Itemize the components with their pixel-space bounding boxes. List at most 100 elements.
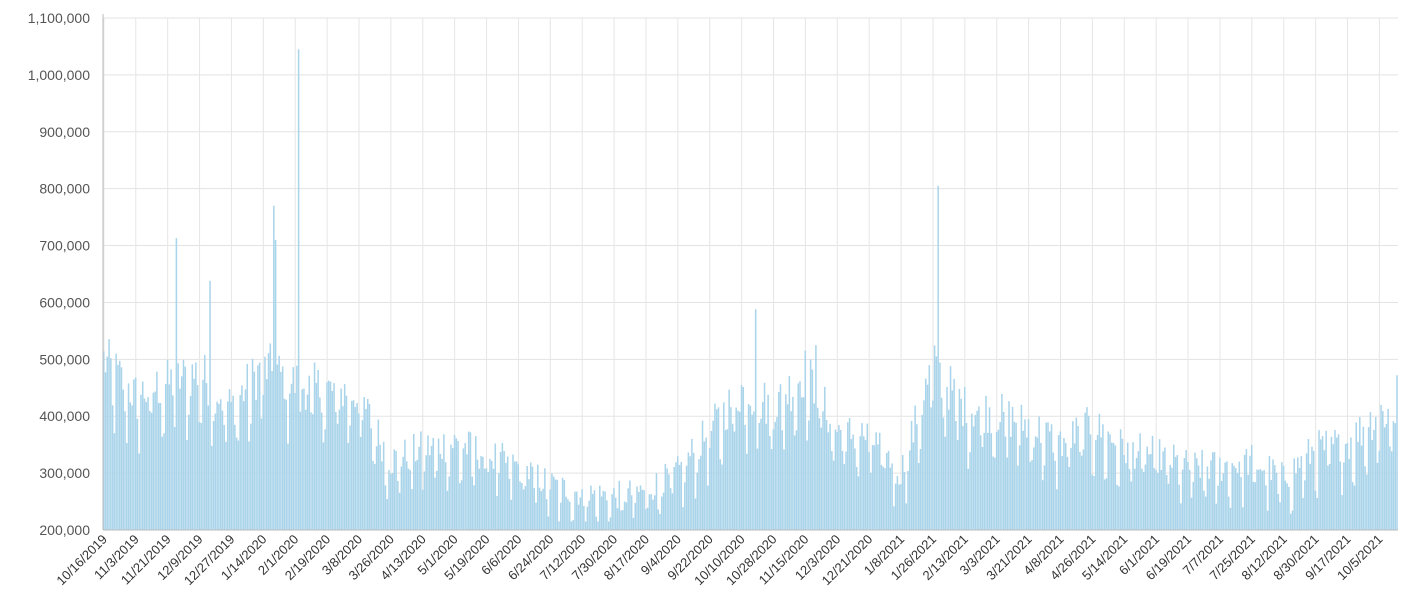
bar[interactable]	[946, 386, 948, 530]
bar[interactable]	[662, 492, 665, 530]
bar[interactable]	[1323, 450, 1326, 530]
bar[interactable]	[893, 506, 895, 530]
bar[interactable]	[1382, 411, 1384, 530]
bar[interactable]	[1119, 429, 1122, 530]
bar[interactable]	[471, 476, 473, 530]
bar[interactable]	[287, 443, 289, 530]
bar[interactable]	[1394, 423, 1396, 530]
bar[interactable]	[172, 395, 174, 530]
bar[interactable]	[758, 423, 760, 530]
bar[interactable]	[657, 509, 660, 530]
bar[interactable]	[147, 397, 149, 530]
bar[interactable]	[1236, 473, 1239, 530]
bar[interactable]	[512, 454, 514, 530]
bar[interactable]	[1125, 463, 1127, 530]
bar[interactable]	[664, 463, 667, 530]
bar[interactable]	[769, 435, 771, 530]
bar[interactable]	[1173, 444, 1175, 530]
bar[interactable]	[260, 418, 263, 530]
bar[interactable]	[104, 372, 107, 530]
bar[interactable]	[1096, 435, 1099, 530]
bar[interactable]	[1281, 462, 1283, 530]
bar[interactable]	[278, 355, 280, 530]
bar[interactable]	[551, 473, 553, 530]
bar[interactable]	[923, 400, 925, 530]
bar[interactable]	[528, 479, 530, 530]
bar[interactable]	[1226, 461, 1228, 530]
bar[interactable]	[602, 490, 605, 530]
bar[interactable]	[1250, 444, 1253, 530]
bar[interactable]	[1054, 460, 1056, 530]
bar[interactable]	[358, 413, 360, 530]
bar[interactable]	[542, 488, 544, 530]
bar[interactable]	[414, 461, 417, 530]
bar[interactable]	[614, 497, 617, 530]
bar[interactable]	[235, 437, 238, 531]
bar[interactable]	[591, 493, 594, 530]
bar[interactable]	[597, 521, 599, 530]
bar[interactable]	[916, 424, 918, 530]
bar[interactable]	[450, 444, 452, 530]
bar[interactable]	[189, 396, 192, 530]
bar[interactable]	[294, 392, 296, 530]
bar[interactable]	[673, 466, 675, 530]
bar[interactable]	[698, 459, 700, 530]
bar[interactable]	[891, 463, 893, 530]
bar[interactable]	[684, 482, 686, 530]
bar[interactable]	[1240, 477, 1242, 530]
bar[interactable]	[903, 472, 906, 530]
bar[interactable]	[549, 489, 551, 530]
bar[interactable]	[211, 445, 213, 530]
bar[interactable]	[921, 414, 923, 530]
bar[interactable]	[1126, 442, 1129, 530]
bar[interactable]	[1040, 442, 1042, 530]
bar[interactable]	[537, 464, 539, 530]
bar[interactable]	[1215, 503, 1218, 530]
bar[interactable]	[239, 395, 241, 530]
bar[interactable]	[451, 448, 454, 530]
bar[interactable]	[232, 395, 234, 530]
bar[interactable]	[877, 444, 879, 530]
bar[interactable]	[886, 452, 888, 530]
bar[interactable]	[521, 483, 523, 530]
bar[interactable]	[349, 425, 351, 530]
bar[interactable]	[462, 448, 465, 530]
bar[interactable]	[149, 411, 151, 530]
bar[interactable]	[476, 459, 479, 530]
bar[interactable]	[1229, 507, 1232, 530]
bar[interactable]	[389, 473, 392, 530]
bar[interactable]	[200, 422, 202, 530]
bar[interactable]	[120, 367, 123, 530]
bar[interactable]	[940, 397, 943, 530]
bar[interactable]	[590, 485, 592, 530]
bar[interactable]	[230, 401, 233, 530]
bar[interactable]	[303, 388, 305, 530]
bar[interactable]	[825, 419, 828, 530]
bar[interactable]	[930, 407, 932, 530]
bar[interactable]	[179, 388, 181, 530]
bar[interactable]	[1017, 465, 1019, 530]
bar[interactable]	[242, 401, 245, 530]
bar[interactable]	[434, 477, 436, 530]
bar[interactable]	[218, 403, 220, 530]
bar[interactable]	[1116, 484, 1118, 530]
bar[interactable]	[175, 238, 178, 530]
bar[interactable]	[659, 513, 661, 530]
bar[interactable]	[1206, 466, 1209, 530]
bar[interactable]	[203, 354, 206, 530]
bar[interactable]	[285, 399, 287, 530]
bar[interactable]	[296, 365, 298, 530]
bar[interactable]	[1008, 401, 1010, 530]
bar[interactable]	[607, 521, 610, 530]
bar[interactable]	[604, 491, 606, 530]
bar[interactable]	[246, 363, 249, 530]
bar[interactable]	[459, 483, 461, 530]
bar[interactable]	[639, 485, 642, 530]
bar[interactable]	[1314, 490, 1317, 530]
bar[interactable]	[508, 478, 511, 530]
bar[interactable]	[579, 497, 582, 530]
bar[interactable]	[485, 468, 488, 530]
bar[interactable]	[448, 476, 450, 530]
bar[interactable]	[992, 456, 994, 530]
bar[interactable]	[173, 427, 176, 530]
